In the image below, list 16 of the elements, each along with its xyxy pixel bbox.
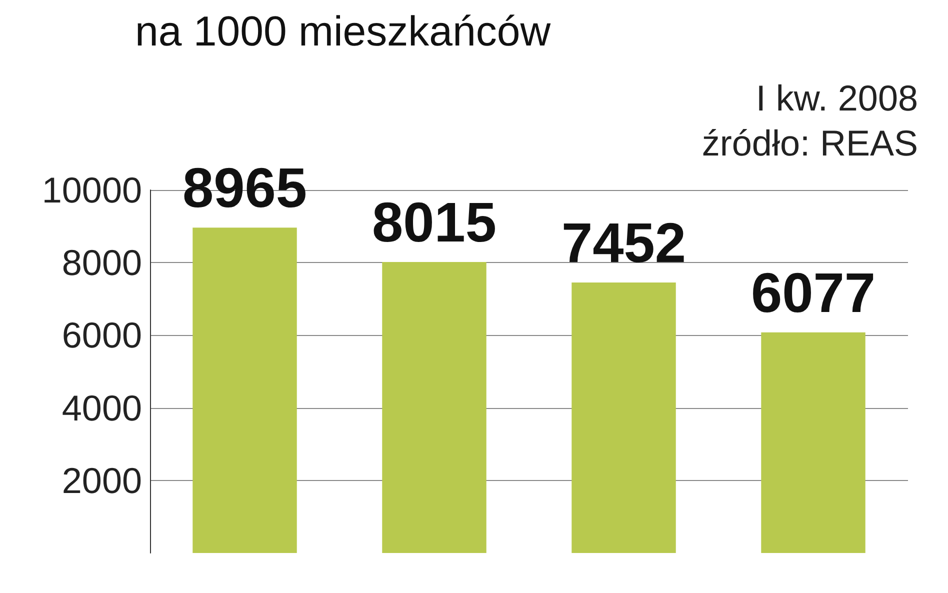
y-tick-label: 8000	[62, 242, 142, 284]
bar	[761, 332, 866, 553]
data-label: 6077	[750, 260, 876, 324]
data-label: 8015	[372, 190, 497, 254]
data-label: 7452	[561, 210, 686, 274]
chart-title: na 1000 mieszkańców	[135, 8, 552, 54]
y-tick-label: 2000	[62, 460, 142, 501]
y-tick-label: 6000	[62, 314, 142, 356]
data-label: 8965	[182, 156, 308, 220]
y-tick-label: 4000	[62, 387, 142, 428]
text: I kw. 2008	[756, 78, 918, 118]
bar	[382, 262, 486, 553]
bar	[572, 282, 676, 553]
text: źródło: REAS	[702, 122, 918, 164]
bar	[192, 228, 297, 553]
y-tick-label: 10000	[42, 170, 142, 210]
